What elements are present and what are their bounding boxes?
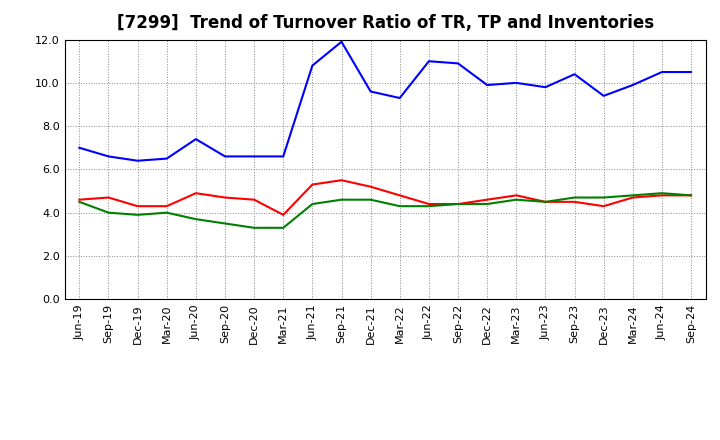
Line: Inventories: Inventories	[79, 193, 691, 228]
Trade Receivables	[629, 195, 637, 200]
Trade Receivables	[425, 202, 433, 207]
Inventories	[163, 210, 171, 215]
Trade Receivables	[163, 204, 171, 209]
Trade Receivables	[220, 195, 229, 200]
Trade Receivables	[570, 199, 579, 205]
Trade Payables	[104, 154, 113, 159]
Trade Receivables	[512, 193, 521, 198]
Inventories	[395, 204, 404, 209]
Trade Receivables	[687, 193, 696, 198]
Trade Payables	[512, 80, 521, 85]
Trade Receivables	[395, 193, 404, 198]
Inventories	[75, 199, 84, 205]
Trade Payables	[250, 154, 258, 159]
Trade Payables	[220, 154, 229, 159]
Inventories	[308, 202, 317, 207]
Inventories	[570, 195, 579, 200]
Trade Receivables	[279, 212, 287, 217]
Trade Payables	[192, 136, 200, 142]
Trade Payables	[75, 145, 84, 150]
Inventories	[250, 225, 258, 231]
Inventories	[512, 197, 521, 202]
Inventories	[599, 195, 608, 200]
Trade Receivables	[104, 195, 113, 200]
Trade Receivables	[366, 184, 375, 189]
Trade Payables	[454, 61, 462, 66]
Trade Receivables	[483, 197, 492, 202]
Trade Payables	[570, 72, 579, 77]
Inventories	[483, 202, 492, 207]
Trade Payables	[279, 154, 287, 159]
Trade Payables	[163, 156, 171, 161]
Trade Receivables	[337, 178, 346, 183]
Inventories	[425, 204, 433, 209]
Trade Receivables	[250, 197, 258, 202]
Trade Payables	[337, 39, 346, 44]
Trade Receivables	[133, 204, 142, 209]
Trade Receivables	[192, 191, 200, 196]
Inventories	[220, 221, 229, 226]
Trade Payables	[483, 82, 492, 88]
Trade Payables	[133, 158, 142, 163]
Inventories	[687, 193, 696, 198]
Inventories	[104, 210, 113, 215]
Inventories	[366, 197, 375, 202]
Trade Payables	[599, 93, 608, 99]
Trade Receivables	[599, 204, 608, 209]
Inventories	[337, 197, 346, 202]
Trade Payables	[687, 70, 696, 75]
Inventories	[629, 193, 637, 198]
Title: [7299]  Trend of Turnover Ratio of TR, TP and Inventories: [7299] Trend of Turnover Ratio of TR, TP…	[117, 15, 654, 33]
Trade Payables	[395, 95, 404, 101]
Trade Receivables	[75, 197, 84, 202]
Inventories	[541, 199, 550, 205]
Inventories	[279, 225, 287, 231]
Trade Payables	[629, 82, 637, 88]
Line: Trade Payables: Trade Payables	[79, 42, 691, 161]
Trade Payables	[541, 84, 550, 90]
Trade Receivables	[308, 182, 317, 187]
Trade Payables	[366, 89, 375, 94]
Trade Payables	[425, 59, 433, 64]
Trade Payables	[308, 63, 317, 68]
Inventories	[454, 202, 462, 207]
Trade Payables	[657, 70, 666, 75]
Inventories	[133, 212, 142, 217]
Inventories	[192, 216, 200, 222]
Line: Trade Receivables: Trade Receivables	[79, 180, 691, 215]
Trade Receivables	[657, 193, 666, 198]
Inventories	[657, 191, 666, 196]
Trade Receivables	[454, 202, 462, 207]
Trade Receivables	[541, 199, 550, 205]
